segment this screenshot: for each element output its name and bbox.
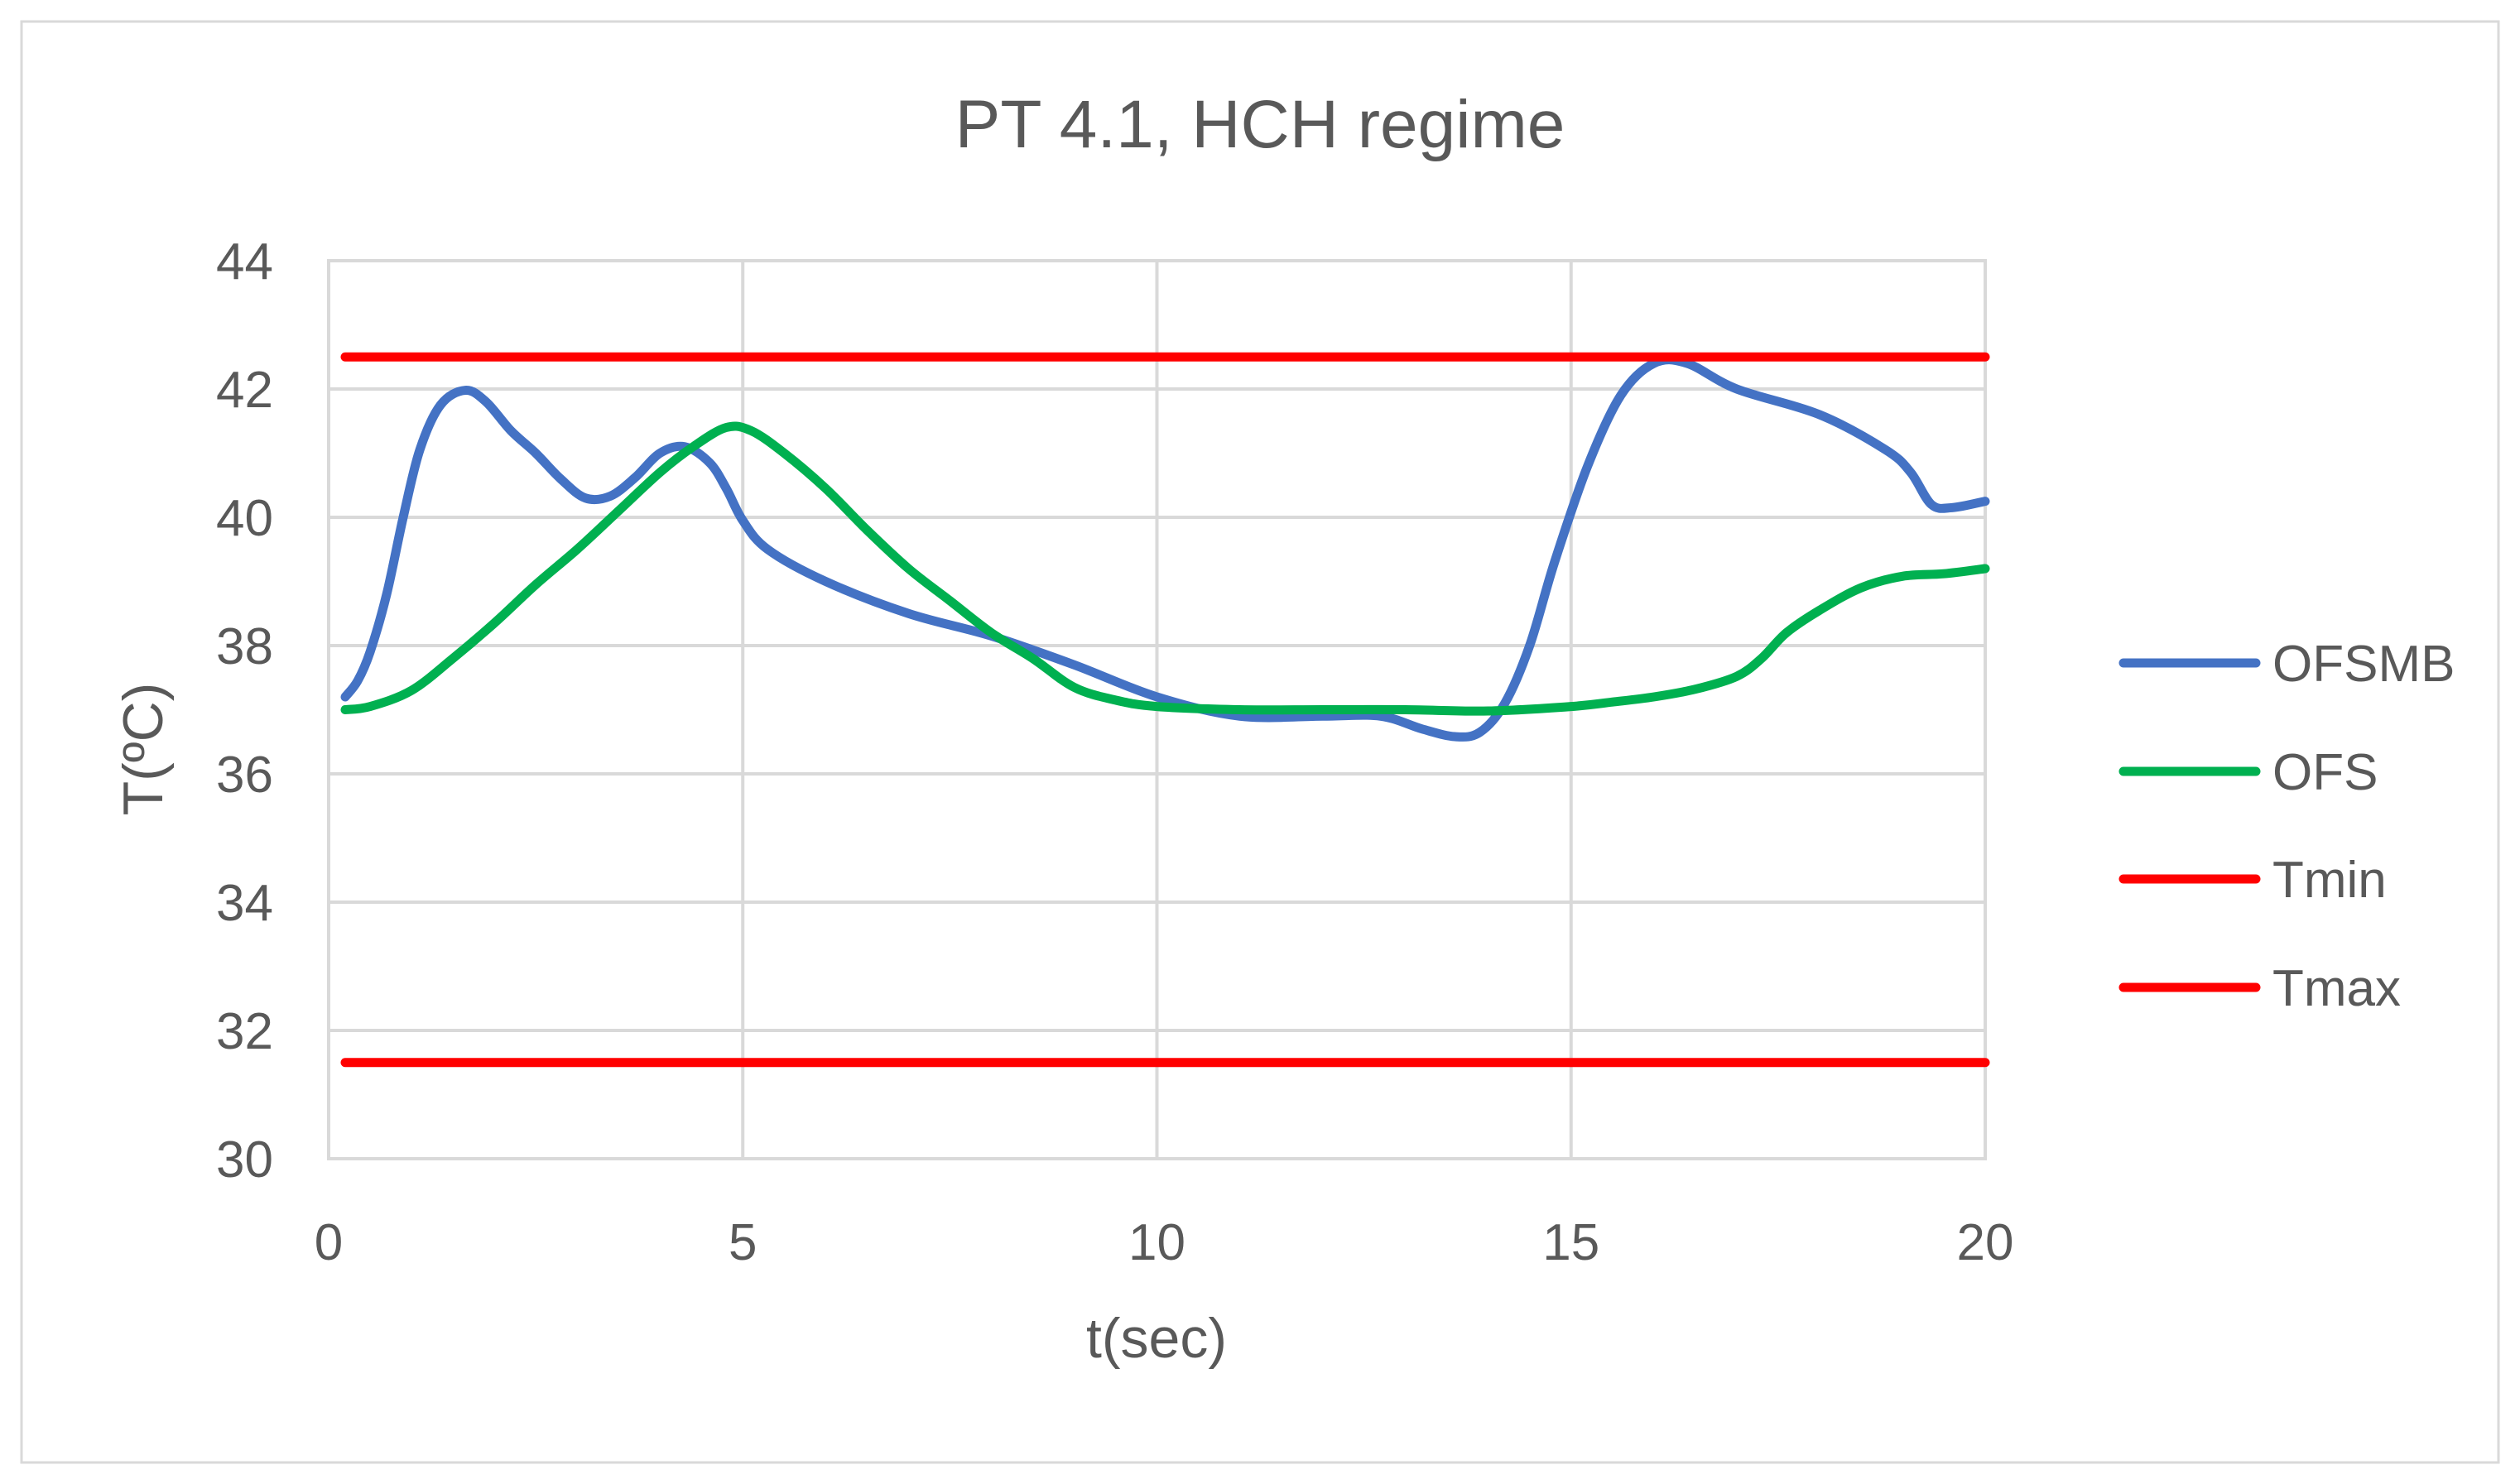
x-tick-label: 0 xyxy=(315,1214,343,1271)
legend-label-tmin: Tmin xyxy=(2272,852,2387,909)
y-tick-label: 38 xyxy=(216,618,273,675)
y-tick-label: 40 xyxy=(216,490,273,547)
y-tick-label: 42 xyxy=(216,362,273,419)
chart-border xyxy=(20,20,2500,1464)
y-tick-label: 30 xyxy=(216,1131,273,1189)
chart-title: PT 4.1, HCH regime xyxy=(955,87,1565,162)
legend-label-ofs: OFS xyxy=(2272,744,2378,801)
x-axis-ticks: 0 5 10 15 20 xyxy=(315,1214,2014,1271)
y-tick-label: 44 xyxy=(216,233,273,291)
x-axis-label: t(sec) xyxy=(1086,1307,1227,1370)
y-axis-ticks: 30 32 34 36 38 40 42 44 xyxy=(216,233,273,1189)
x-tick-label: 5 xyxy=(729,1214,757,1271)
x-tick-label: 15 xyxy=(1542,1214,1599,1271)
legend: OFSMB OFS Tmin Tmax xyxy=(2118,636,2455,1017)
legend-label-tmax: Tmax xyxy=(2272,960,2401,1017)
x-tick-label: 20 xyxy=(1957,1214,2014,1271)
y-tick-label: 36 xyxy=(216,747,273,804)
plot-area xyxy=(327,259,1987,1160)
y-tick-label: 34 xyxy=(216,875,273,932)
series-lines xyxy=(340,352,1990,1068)
series-line-ofs xyxy=(340,421,1990,716)
x-tick-label: 10 xyxy=(1128,1214,1185,1271)
y-axis-label: T(ºC) xyxy=(112,683,175,816)
y-tick-label: 32 xyxy=(216,1003,273,1060)
legend-label-ofsmb: OFSMB xyxy=(2272,636,2455,693)
